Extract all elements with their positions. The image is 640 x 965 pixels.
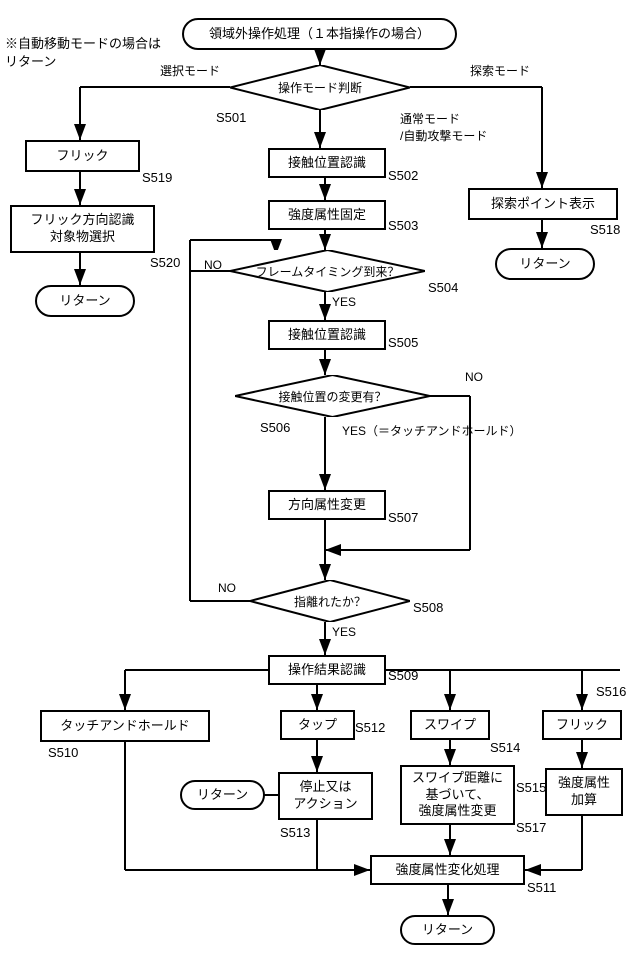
branch-select_mode: 選択モード [160, 62, 220, 79]
node-opresult: 操作結果認識 [268, 655, 386, 685]
branch-release_yes: YES [332, 625, 356, 639]
node-ret_right: リターン [495, 248, 595, 280]
d_release-label: 指離れたか？ [250, 580, 410, 622]
step-s502: S502 [388, 168, 418, 183]
d_mode-label: 操作モード判断 [230, 65, 410, 110]
node-ret_left: リターン [35, 285, 135, 317]
branch-frame_no: NO [204, 258, 222, 272]
step-s520: S520 [150, 255, 180, 270]
node-ret_mid: リターン [180, 780, 265, 810]
node-fixattr: 強度属性固定 [268, 200, 386, 230]
step-s510: S510 [48, 745, 78, 760]
branch-frame_yes: YES [332, 295, 356, 309]
step-s514: S514 [490, 740, 520, 755]
node-touchpos1: 接触位置認識 [268, 148, 386, 178]
d_change-label: 接触位置の変更有？ [235, 375, 430, 417]
node-addattr: 強度属性加算 [545, 768, 623, 816]
note-text: ※自動移動モードの場合はリターン [5, 36, 161, 69]
branch-change_yes: YES（＝タッチアンドホールド） [342, 422, 522, 439]
node-tap_hold: タッチアンドホールド [40, 710, 210, 742]
auto-move-note: ※自動移動モードの場合はリターン [5, 35, 165, 71]
node-start: 領域外操作処理（１本指操作の場合） [182, 18, 457, 50]
step-s518: S518 [590, 222, 620, 237]
node-flick516: フリック [542, 710, 622, 740]
step-s509: S509 [388, 668, 418, 683]
branch-search_mode: 探索モード [470, 62, 530, 79]
node-d_change: 接触位置の変更有？ [235, 375, 430, 417]
step-s511: S511 [527, 880, 556, 895]
step-s505: S505 [388, 335, 418, 350]
node-touchpos2: 接触位置認識 [268, 320, 386, 350]
node-ret_bottom: リターン [400, 915, 495, 945]
step-s507: S507 [388, 510, 418, 525]
step-s515: S515 [516, 780, 546, 795]
step-s513: S513 [280, 825, 310, 840]
node-attrchange: 強度属性変化処理 [370, 855, 525, 885]
step-s516: S516 [596, 684, 626, 699]
d_frame-label: フレームタイミング到来？ [230, 250, 425, 292]
branch-release_no: NO [218, 581, 236, 595]
node-flick519: フリック [25, 140, 140, 172]
node-d_release: 指離れたか？ [250, 580, 410, 622]
node-exploredisp: 探索ポイント表示 [468, 188, 618, 220]
node-tap: タップ [280, 710, 355, 740]
node-flickdir: フリック方向認識対象物選択 [10, 205, 155, 253]
branch-normal_mode: 通常モード/自動攻撃モード [400, 110, 487, 144]
step-s517: S517 [516, 820, 546, 835]
branch-change_no: NO [465, 370, 483, 384]
step-s501: S501 [216, 110, 246, 125]
node-d_mode: 操作モード判断 [230, 65, 410, 110]
node-stopact: 停止又はアクション [278, 772, 373, 820]
step-s503: S503 [388, 218, 418, 233]
step-s508: S508 [413, 600, 443, 615]
step-s519: S519 [142, 170, 172, 185]
node-swipedist: スワイプ距離に基づいて、強度属性変更 [400, 765, 515, 825]
step-s506: S506 [260, 420, 290, 435]
step-s504: S504 [428, 280, 458, 295]
step-s512: S512 [355, 720, 385, 735]
node-dirattr: 方向属性変更 [268, 490, 386, 520]
node-d_frame: フレームタイミング到来？ [230, 250, 425, 292]
node-swipe: スワイプ [410, 710, 490, 740]
